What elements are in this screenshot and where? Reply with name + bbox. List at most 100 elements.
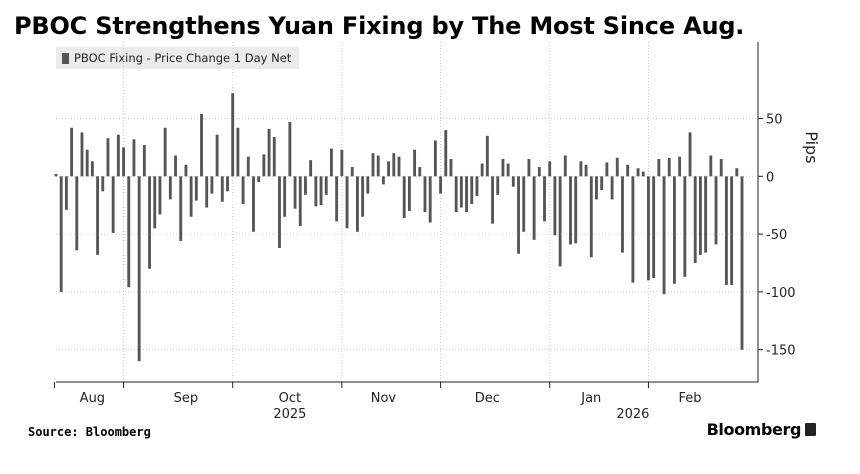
- y-tick-label: 50: [766, 113, 783, 128]
- bar: [205, 176, 209, 208]
- bar: [231, 93, 235, 177]
- axis-labels: 50 0 -50 -100 -150 Aug Sep Oct Nov Dec Jan Feb 2025 2…: [80, 113, 821, 422]
- x-tick-label: Sep: [174, 391, 199, 406]
- x-tick-label: Nov: [371, 391, 397, 406]
- bar: [59, 176, 63, 292]
- bar-series: [54, 93, 744, 362]
- bar: [267, 128, 271, 177]
- bar: [428, 176, 432, 223]
- bar: [719, 158, 723, 177]
- bar: [293, 176, 297, 209]
- bar: [376, 155, 380, 177]
- bar: [54, 174, 58, 177]
- bar: [179, 176, 183, 242]
- bar: [433, 140, 437, 177]
- bar: [262, 154, 266, 177]
- bar: [158, 176, 162, 215]
- source-note: Source: Bloomberg: [28, 425, 151, 439]
- bar: [459, 176, 463, 208]
- bar: [111, 176, 115, 233]
- legend-swatch: [62, 52, 69, 64]
- bar: [537, 167, 541, 177]
- bar: [548, 161, 552, 177]
- bar: [330, 148, 333, 177]
- bar: [220, 176, 224, 202]
- bar: [324, 176, 328, 195]
- bar: [392, 153, 396, 177]
- bar: [667, 157, 671, 177]
- bar: [423, 176, 427, 213]
- bar: [449, 158, 453, 177]
- bar: [688, 132, 692, 177]
- bar: [480, 163, 484, 177]
- bar: [610, 176, 614, 200]
- bar: [413, 149, 417, 177]
- x-tick-label: Feb: [679, 391, 702, 406]
- bar: [106, 138, 110, 177]
- bar: [683, 176, 687, 277]
- bar: [174, 155, 177, 177]
- bar: [64, 176, 68, 210]
- bar: [698, 176, 702, 255]
- y-axis-title: Pips: [802, 131, 821, 163]
- bar: [418, 167, 422, 177]
- bar: [272, 137, 276, 177]
- bar: [485, 135, 489, 177]
- bar: [657, 158, 661, 177]
- bar: [70, 127, 74, 177]
- bar: [714, 176, 718, 245]
- bar: [740, 176, 744, 350]
- bar: [496, 176, 500, 195]
- bar: [402, 176, 406, 218]
- bar: [381, 176, 385, 185]
- bar: [168, 176, 172, 200]
- bar: [127, 176, 131, 288]
- bar: [101, 176, 105, 192]
- bar: [241, 176, 245, 205]
- bar: [527, 158, 531, 177]
- x-tick-label: Aug: [80, 391, 105, 406]
- bar: [387, 161, 391, 177]
- bar: [678, 156, 682, 177]
- bar: [215, 134, 219, 177]
- bar: [621, 176, 624, 253]
- bar: [615, 157, 619, 177]
- bar: [574, 176, 578, 244]
- chart-legend: PBOC Fixing - Price Change 1 Day Net: [56, 47, 300, 69]
- bar: [319, 176, 323, 206]
- bar: [371, 153, 375, 177]
- bar: [309, 160, 313, 177]
- bar: [345, 176, 349, 229]
- bar: [397, 156, 401, 177]
- brand-logo: Bloomberg: [707, 420, 816, 439]
- bar: [80, 132, 84, 177]
- bar: [355, 176, 359, 232]
- bar: [85, 149, 89, 177]
- bar: [647, 176, 650, 281]
- bar: [584, 164, 588, 177]
- x-tick-label: Oct: [279, 391, 301, 406]
- bar: [210, 176, 214, 194]
- bar: [163, 127, 167, 177]
- bar: [298, 176, 302, 226]
- bar: [553, 176, 557, 236]
- bar: [304, 176, 307, 195]
- y-tick-label: -50: [766, 228, 787, 243]
- bar: [142, 145, 146, 177]
- bloomberg-terminal-icon: [805, 423, 816, 436]
- bar: [194, 176, 198, 201]
- bar: [709, 155, 713, 177]
- bar: [558, 176, 562, 267]
- bar: [288, 122, 292, 177]
- bar: [735, 168, 739, 177]
- bar: [335, 176, 339, 222]
- bar: [517, 176, 520, 254]
- bar: [543, 176, 546, 222]
- bar: [444, 130, 448, 177]
- bar: [673, 176, 676, 284]
- x-year-label: 2025: [273, 407, 306, 422]
- bar: [641, 171, 645, 177]
- bar: [569, 176, 572, 245]
- bar: [137, 176, 141, 362]
